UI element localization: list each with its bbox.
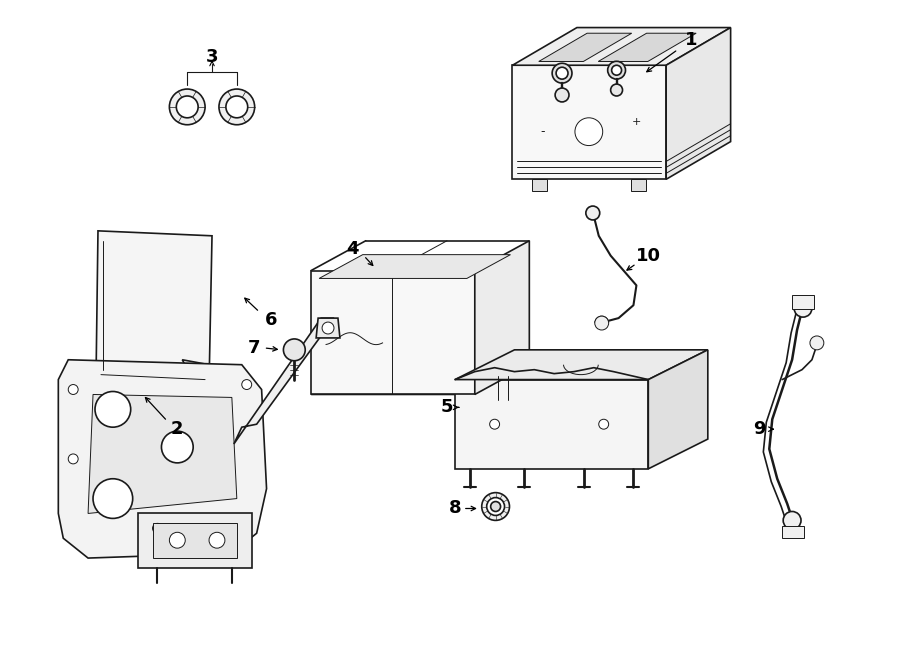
Polygon shape — [152, 524, 237, 558]
Polygon shape — [58, 360, 266, 558]
Circle shape — [556, 67, 568, 79]
Text: +: + — [632, 117, 641, 127]
Circle shape — [95, 391, 130, 427]
Polygon shape — [320, 254, 510, 278]
Polygon shape — [666, 28, 731, 179]
Circle shape — [810, 336, 824, 350]
Text: -: - — [540, 125, 544, 138]
Circle shape — [176, 96, 198, 118]
Text: 2: 2 — [171, 420, 184, 438]
Circle shape — [595, 316, 608, 330]
Polygon shape — [648, 350, 707, 469]
Circle shape — [68, 454, 78, 464]
Circle shape — [610, 84, 623, 96]
Text: 7: 7 — [248, 339, 260, 357]
Polygon shape — [311, 270, 475, 395]
Circle shape — [487, 498, 505, 516]
Polygon shape — [598, 33, 697, 61]
Circle shape — [552, 63, 572, 83]
Circle shape — [482, 492, 509, 520]
Polygon shape — [632, 179, 646, 191]
Text: 10: 10 — [635, 247, 661, 264]
Text: 8: 8 — [448, 500, 462, 518]
Polygon shape — [96, 231, 212, 385]
Polygon shape — [512, 65, 666, 179]
Text: 4: 4 — [346, 240, 359, 258]
Circle shape — [783, 512, 801, 529]
Circle shape — [794, 299, 812, 317]
Circle shape — [555, 88, 569, 102]
Polygon shape — [138, 514, 252, 568]
Polygon shape — [539, 33, 632, 61]
Circle shape — [161, 431, 194, 463]
Circle shape — [226, 96, 248, 118]
Circle shape — [575, 118, 603, 145]
Circle shape — [169, 89, 205, 125]
Circle shape — [169, 532, 185, 548]
Polygon shape — [455, 379, 648, 469]
Circle shape — [608, 61, 625, 79]
Polygon shape — [311, 365, 529, 395]
Polygon shape — [475, 241, 529, 395]
Polygon shape — [316, 318, 340, 338]
Circle shape — [598, 419, 608, 429]
Polygon shape — [234, 318, 334, 444]
Text: 3: 3 — [206, 48, 219, 66]
Circle shape — [242, 379, 252, 389]
Polygon shape — [183, 360, 237, 419]
Text: 1: 1 — [685, 32, 698, 50]
Polygon shape — [512, 28, 731, 65]
Circle shape — [586, 206, 599, 220]
Polygon shape — [455, 350, 707, 379]
Text: 9: 9 — [753, 420, 766, 438]
Circle shape — [209, 532, 225, 548]
Polygon shape — [88, 395, 237, 514]
Polygon shape — [532, 179, 547, 191]
Circle shape — [68, 385, 78, 395]
Text: 5: 5 — [441, 399, 454, 416]
Bar — [792, 295, 814, 309]
Circle shape — [284, 339, 305, 361]
Circle shape — [152, 524, 162, 533]
Circle shape — [322, 322, 334, 334]
Circle shape — [491, 502, 500, 512]
Bar — [782, 526, 804, 538]
Circle shape — [219, 89, 255, 125]
Circle shape — [93, 479, 132, 518]
Text: 6: 6 — [266, 311, 278, 329]
Circle shape — [490, 419, 500, 429]
Circle shape — [612, 65, 622, 75]
